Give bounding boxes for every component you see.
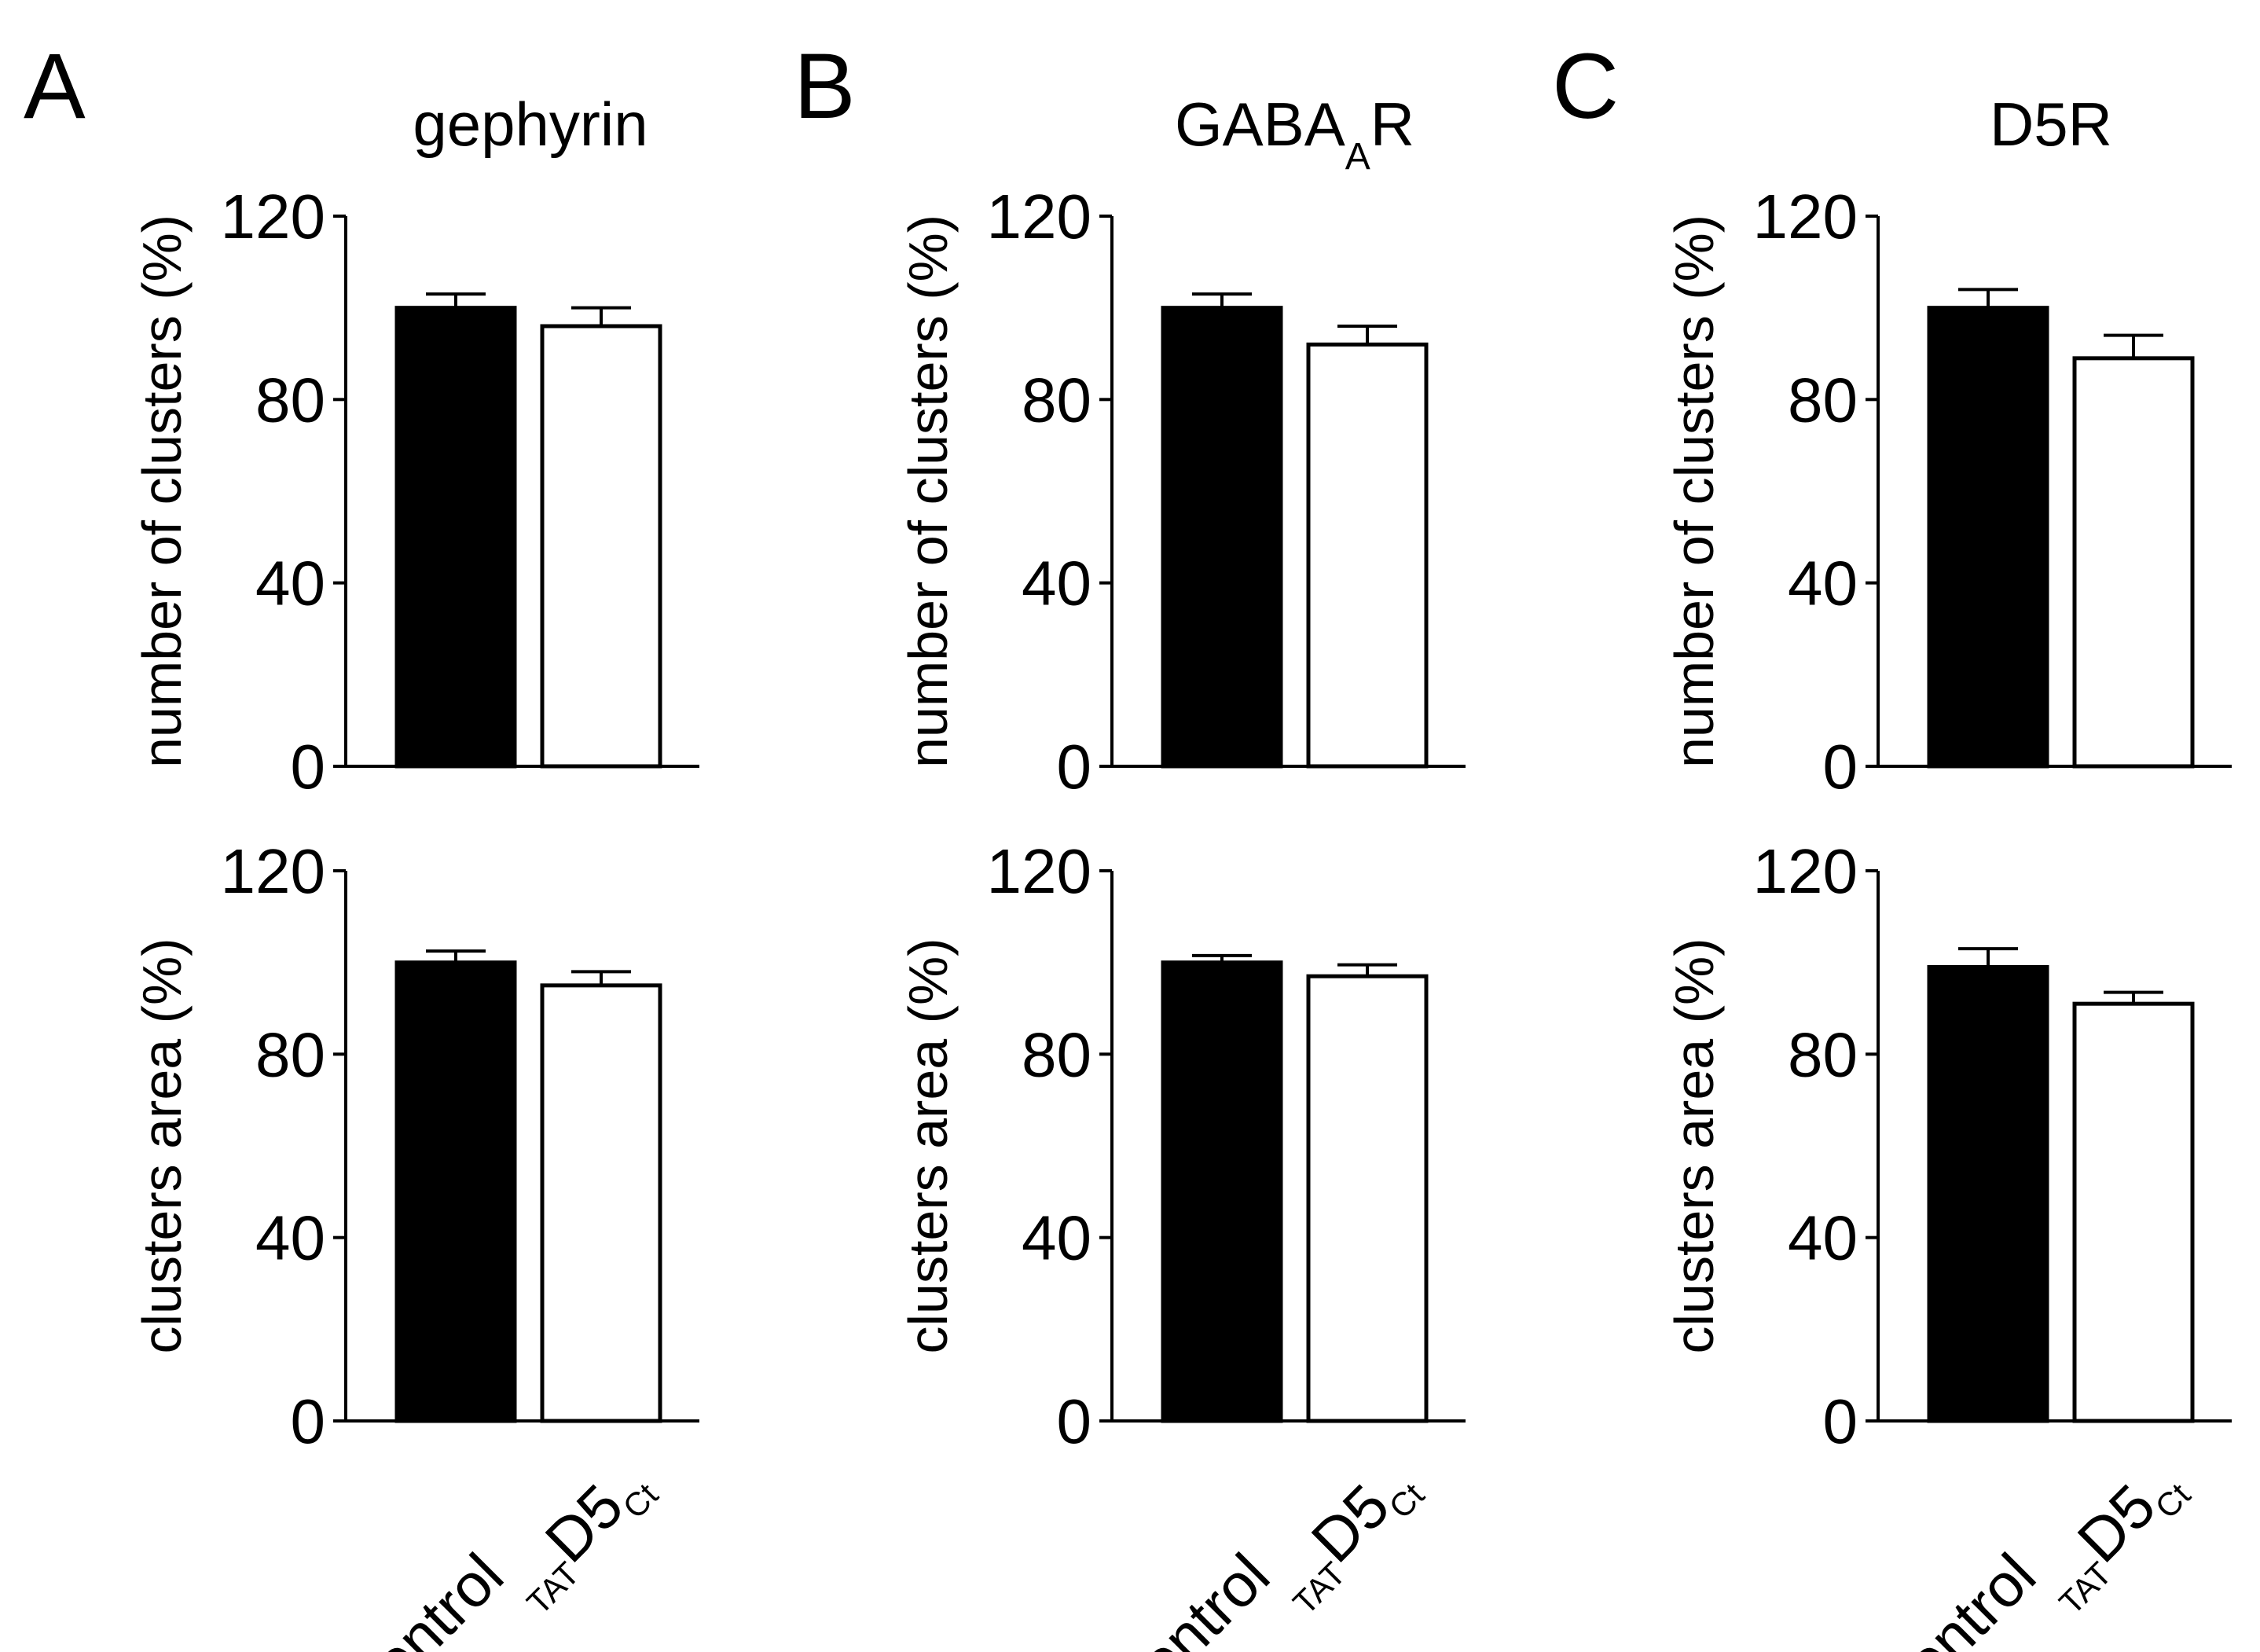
y-tick-label: 0 [1823,1386,1858,1456]
y-tick-label: 0 [1057,1386,1092,1456]
y-tick-label: 120 [987,836,1091,906]
y-tick-label: 80 [1788,1019,1858,1089]
y-axis-label: number of clusters (%) [897,215,959,768]
bar-tatd5ct [1306,974,1429,1423]
x-tick-label-tatd5ct: TATD5Ct [491,1448,665,1621]
x-tick-label-tatd5ct: TATD5Ct [1257,1448,1431,1621]
y-tick-label: 40 [1022,1203,1091,1273]
panel-letter-a: A [24,35,86,138]
x-tick-label-d5: D5 [532,1471,637,1576]
y-tick-label: 120 [221,182,325,251]
bar-tatd5ct [540,983,662,1423]
panel-title-b-suffix: R [1370,90,1414,159]
y-tick-label: 120 [987,182,1091,251]
y-tick-label: 40 [255,549,325,619]
bar-control [394,960,517,1423]
y-tick-label: 80 [255,365,325,435]
y-tick-label: 40 [255,1203,325,1273]
y-tick-label: 120 [1753,182,1858,251]
chart-a-area: 0 40 80 120 clusters area (%) [131,836,699,1456]
y-tick-label: 0 [291,732,326,802]
bar-control [1161,306,1283,769]
y-tick-label: 80 [1788,365,1858,435]
chart-b-number: 0 40 80 120 number of clusters (%) [897,182,1466,802]
bar-tatd5ct [540,324,662,769]
y-axis-label: number of clusters (%) [131,215,193,768]
panel-letter-b: B [794,35,856,138]
x-tick-label-control: control [1869,1540,2049,1652]
charts-layer: 0 40 80 120 number of clusters (%) 0 40 80 120 cl… [131,182,2232,1652]
panel-letter-c: C [1552,35,1619,138]
y-tick-label: 40 [1788,1203,1858,1273]
y-tick-label: 80 [1022,1019,1091,1089]
bar-tatd5ct [2072,1001,2195,1423]
chart-c-number: 0 40 80 120 number of clusters (%) [1664,182,2232,802]
y-tick-label: 0 [1057,732,1092,802]
bar-tatd5ct [1306,342,1429,769]
bar-tatd5ct [2072,356,2195,769]
panel-title-a: gephyrin [413,90,648,159]
y-axis-label: clusters area (%) [131,938,193,1353]
bar-control [1927,306,2049,769]
bar-control [1927,965,2049,1423]
y-axis-label: clusters area (%) [897,938,959,1353]
bar-control [394,306,517,769]
panel-title-b-main: GABA [1175,90,1345,159]
y-axis-label: number of clusters (%) [1664,215,1725,768]
bar-control [1161,960,1283,1423]
y-tick-label: 120 [221,836,325,906]
x-tick-label-d5: D5 [2064,1471,2169,1576]
x-tick-label-control: control [1103,1540,1282,1652]
y-tick-label: 120 [1753,836,1858,906]
chart-b-area: 0 40 80 120 clusters area (%) [897,836,1466,1456]
y-tick-label: 40 [1788,549,1858,619]
y-tick-label: 80 [255,1019,325,1089]
y-axis-label: clusters area (%) [1664,938,1725,1353]
x-tick-label-tatd5ct: TATD5Ct [2023,1448,2197,1621]
y-tick-label: 80 [1022,365,1091,435]
y-tick-label: 40 [1022,549,1091,619]
panel-title-c: D5R [1990,90,2112,159]
panel-title-b: GABAAR [1175,90,1414,178]
panel-title-b-subscript: A [1345,136,1370,178]
y-tick-label: 0 [1823,732,1858,802]
chart-a-number: 0 40 80 120 number of clusters (%) [131,182,699,802]
chart-c-area: 0 40 80 120 clusters area (%) [1664,836,2232,1456]
x-tick-label-d5: D5 [1298,1471,1403,1576]
y-tick-label: 0 [291,1386,326,1456]
x-tick-label-control: control [337,1540,516,1652]
